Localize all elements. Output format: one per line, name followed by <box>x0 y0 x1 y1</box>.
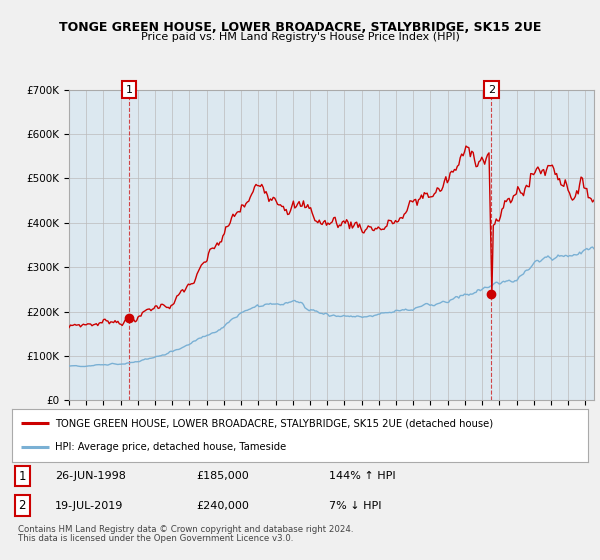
Text: £185,000: £185,000 <box>196 471 249 481</box>
Text: 1: 1 <box>19 470 26 483</box>
Text: Contains HM Land Registry data © Crown copyright and database right 2024.: Contains HM Land Registry data © Crown c… <box>18 525 353 534</box>
Text: TONGE GREEN HOUSE, LOWER BROADACRE, STALYBRIDGE, SK15 2UE (detached house): TONGE GREEN HOUSE, LOWER BROADACRE, STAL… <box>55 418 493 428</box>
Text: 1: 1 <box>125 85 133 95</box>
Text: 7% ↓ HPI: 7% ↓ HPI <box>329 501 382 511</box>
Text: 144% ↑ HPI: 144% ↑ HPI <box>329 471 395 481</box>
Text: Price paid vs. HM Land Registry's House Price Index (HPI): Price paid vs. HM Land Registry's House … <box>140 32 460 43</box>
Text: 19-JUL-2019: 19-JUL-2019 <box>55 501 124 511</box>
Text: This data is licensed under the Open Government Licence v3.0.: This data is licensed under the Open Gov… <box>18 534 293 543</box>
Text: £240,000: £240,000 <box>196 501 249 511</box>
Text: 2: 2 <box>19 499 26 512</box>
Text: 2: 2 <box>488 85 495 95</box>
Text: TONGE GREEN HOUSE, LOWER BROADACRE, STALYBRIDGE, SK15 2UE: TONGE GREEN HOUSE, LOWER BROADACRE, STAL… <box>59 21 541 34</box>
Text: 26-JUN-1998: 26-JUN-1998 <box>55 471 126 481</box>
Text: HPI: Average price, detached house, Tameside: HPI: Average price, detached house, Tame… <box>55 442 286 452</box>
